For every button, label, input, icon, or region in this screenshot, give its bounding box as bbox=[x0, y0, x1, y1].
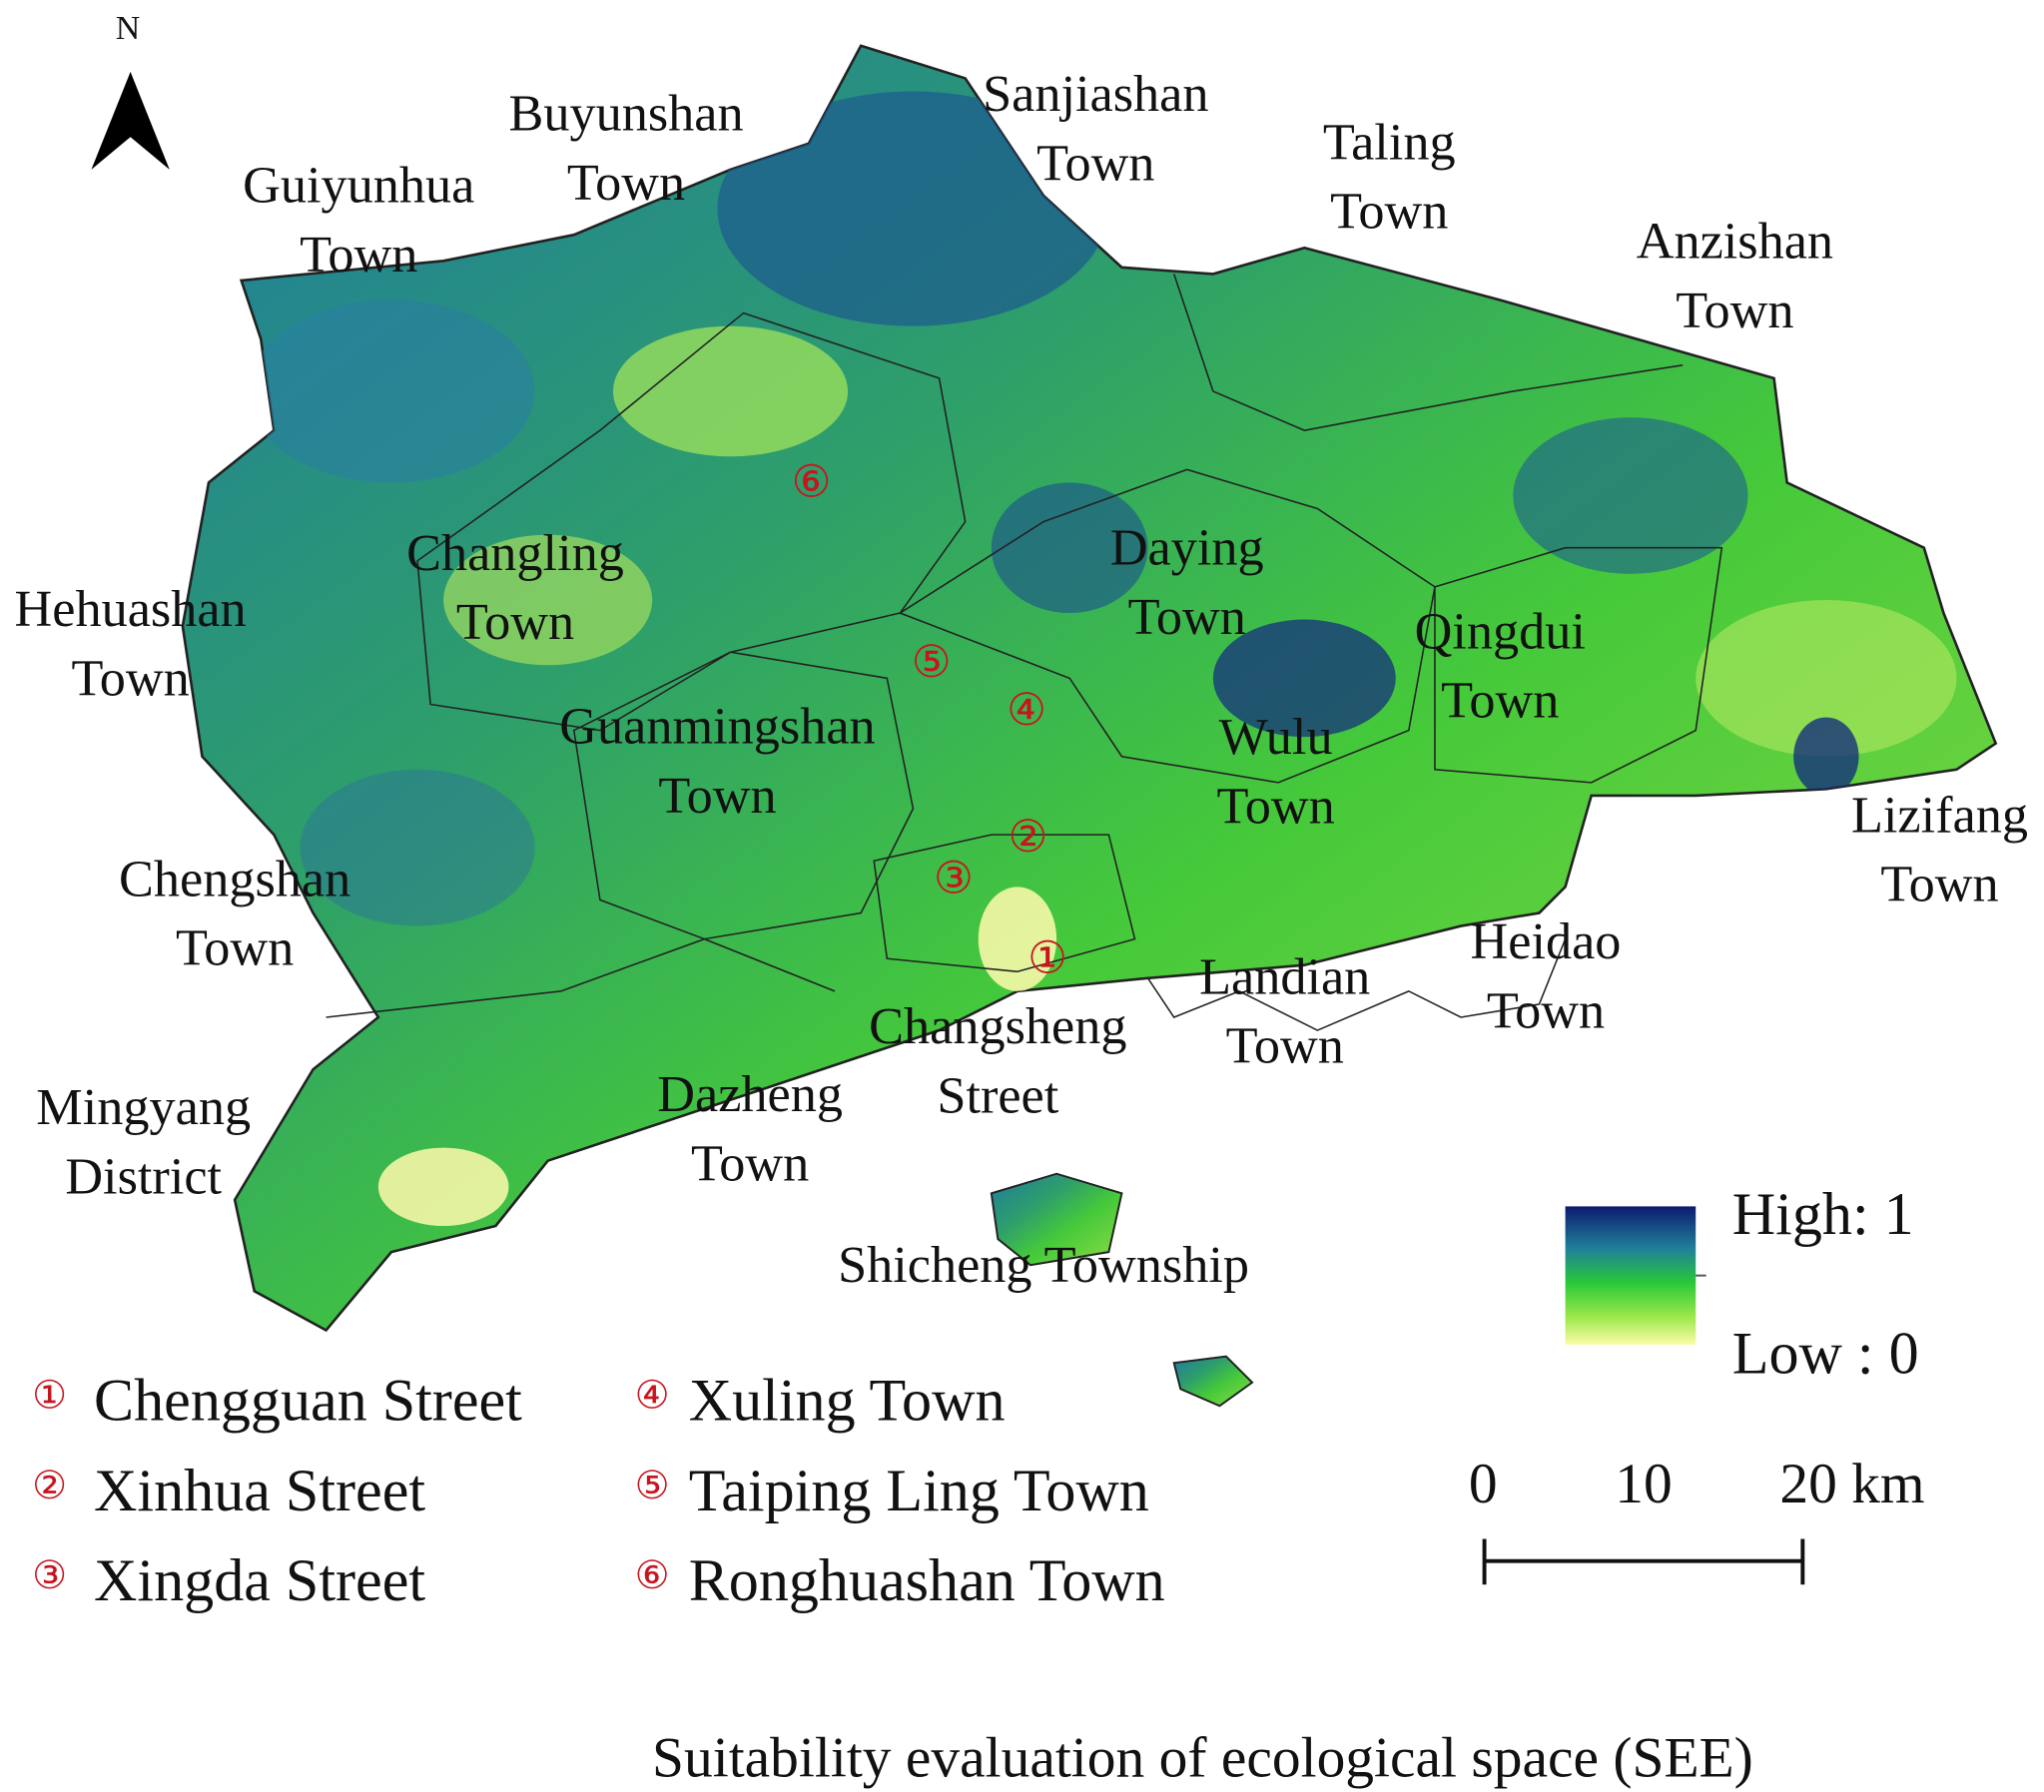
legend-marker: ② bbox=[32, 1465, 67, 1507]
town-label: Hehuashan bbox=[15, 580, 247, 638]
map-marker: ③ bbox=[934, 854, 974, 903]
legend-label: Taiping Ling Town bbox=[689, 1457, 1149, 1523]
town-label: Dazheng bbox=[657, 1065, 843, 1123]
town-label: Chengshan bbox=[119, 851, 350, 908]
town-label: Daying bbox=[1110, 519, 1264, 577]
town-label: Town bbox=[71, 649, 189, 707]
town-label: Town bbox=[1226, 1017, 1344, 1075]
legend-label: Xinhua Street bbox=[94, 1457, 425, 1523]
scale-label: 10 bbox=[1615, 1453, 1672, 1515]
scale-label: 20 km bbox=[1779, 1453, 1924, 1515]
legend-label: Chengguan Street bbox=[94, 1367, 522, 1434]
map-marker: ② bbox=[1008, 812, 1047, 862]
north-label: N bbox=[116, 10, 141, 47]
town-label: Anzishan bbox=[1637, 213, 1833, 271]
town-label: Taling bbox=[1323, 113, 1456, 171]
town-label: Buyunshan bbox=[508, 85, 743, 143]
legend-marker: ⑥ bbox=[635, 1554, 670, 1597]
legend-marker: ④ bbox=[635, 1375, 670, 1418]
town-label: Wulu bbox=[1219, 708, 1333, 766]
island bbox=[990, 1172, 1123, 1267]
scale-bar-line bbox=[1482, 1538, 1805, 1585]
town-label: Town bbox=[1128, 588, 1246, 646]
town-label: Town bbox=[1487, 981, 1605, 1039]
legend-label: Xingda Street bbox=[94, 1546, 425, 1613]
town-labels: Guiyunhua Town Buyunshan Town Sanjiashan Town… bbox=[15, 65, 2028, 1294]
north-arrow-shape bbox=[91, 71, 170, 170]
town-label: Town bbox=[1216, 777, 1334, 835]
island bbox=[1172, 1355, 1254, 1408]
north-arrow: N bbox=[91, 10, 170, 170]
town-label: Guiyunhua bbox=[243, 157, 474, 215]
map-marker: ⑤ bbox=[912, 637, 952, 687]
legend-marker: ① bbox=[32, 1375, 67, 1418]
town-label: Town bbox=[176, 919, 294, 977]
legend-marker: ⑤ bbox=[635, 1465, 670, 1507]
town-label: Qingdui bbox=[1415, 602, 1586, 660]
town-label: Town bbox=[1441, 672, 1559, 730]
town-label: Guanmingshan bbox=[559, 698, 875, 756]
town-label: Sanjiashan bbox=[983, 65, 1208, 123]
town-label: Town bbox=[1330, 183, 1448, 241]
legend-label: Ronghuashan Town bbox=[689, 1546, 1165, 1613]
color-ramp bbox=[1565, 1206, 1697, 1345]
coastline bbox=[1146, 938, 1567, 1031]
town-label: Town bbox=[658, 767, 776, 825]
map-marker: ④ bbox=[1007, 685, 1046, 735]
town-label: Shicheng Township bbox=[838, 1236, 1249, 1294]
suitability-patches bbox=[248, 91, 1957, 1226]
town-label: Changsheng bbox=[869, 997, 1126, 1055]
town-label: Town bbox=[1676, 282, 1793, 339]
scale-label: 0 bbox=[1469, 1453, 1498, 1515]
land bbox=[181, 44, 1997, 1408]
town-label: Mingyang bbox=[36, 1078, 251, 1136]
color-scale: High: 1 Low : 0 bbox=[1565, 1180, 1919, 1387]
legend-label: Xuling Town bbox=[689, 1367, 1006, 1434]
town-label: Town bbox=[1880, 856, 1998, 913]
town-label: Town bbox=[691, 1134, 809, 1192]
town-label: Street bbox=[937, 1066, 1058, 1124]
legend-marker: ③ bbox=[32, 1554, 67, 1597]
figure-title: Suitability evaluation of ecological spa… bbox=[652, 1726, 1753, 1789]
scale-low-label: Low : 0 bbox=[1732, 1320, 1919, 1387]
town-label: Town bbox=[567, 154, 685, 212]
scale-high-label: High: 1 bbox=[1732, 1180, 1914, 1247]
town-label: Changling bbox=[406, 524, 624, 582]
town-label: Heidao bbox=[1471, 912, 1622, 970]
town-label: District bbox=[65, 1147, 222, 1205]
town-label: Lizifang bbox=[1851, 786, 2028, 844]
town-label: Town bbox=[1036, 134, 1154, 192]
map-markers: ① ②③ ④ ⑤ ⑥ bbox=[792, 457, 1067, 983]
map-marker: ⑥ bbox=[792, 457, 832, 507]
district-boundaries bbox=[326, 274, 1723, 1018]
town-label: Landian bbox=[1199, 947, 1370, 1005]
map-marker: ① bbox=[1027, 932, 1067, 982]
town-label: Town bbox=[456, 593, 574, 651]
scale-bar: 0 10 20 km bbox=[1469, 1453, 1925, 1585]
town-label: Town bbox=[300, 226, 417, 284]
legend: ① Chengguan Street ② Xinhua Street ③ Xingda S… bbox=[32, 1367, 1165, 1613]
